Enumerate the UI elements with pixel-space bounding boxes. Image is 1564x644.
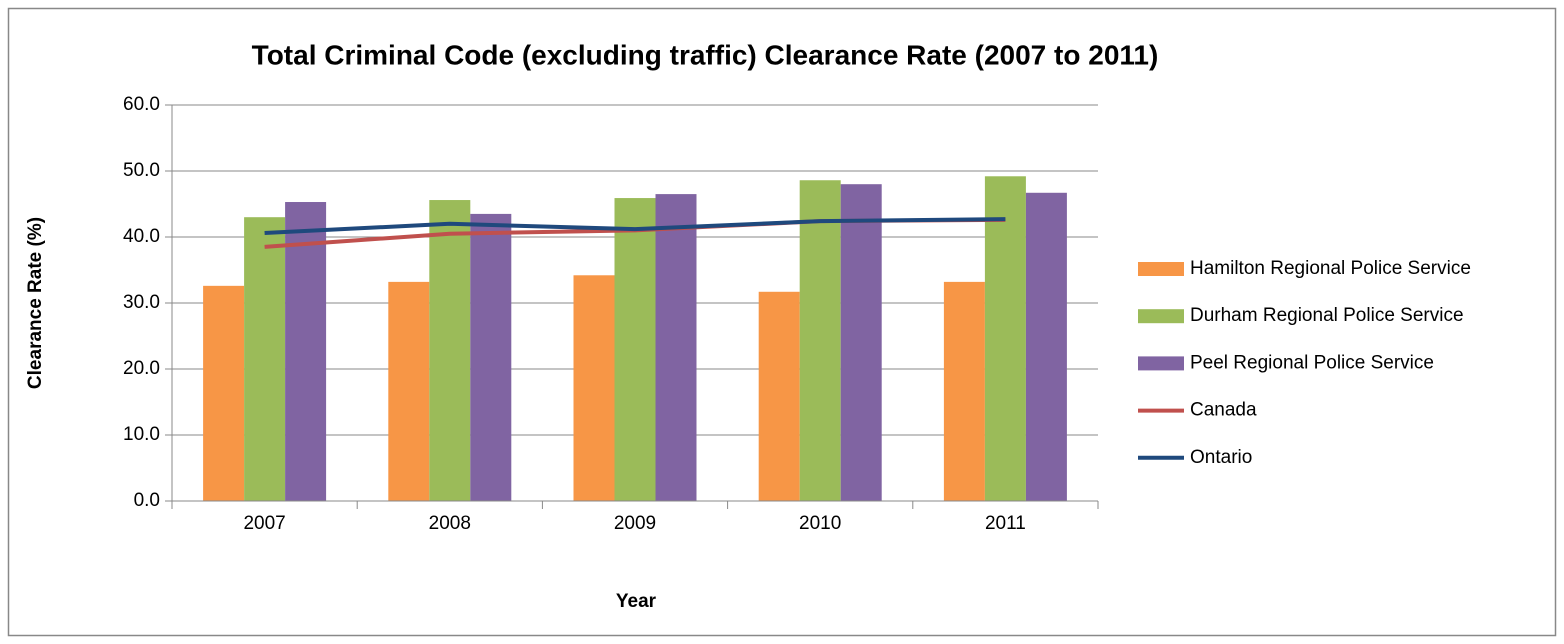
x-tick-label: 2009 xyxy=(614,513,656,534)
x-tick-label: 2011 xyxy=(985,513,1026,534)
bar xyxy=(984,176,1026,501)
y-tick-label: 50.0 xyxy=(123,160,160,181)
bar xyxy=(244,217,286,501)
legend-label: Hamilton Regional Police Service xyxy=(1190,258,1471,279)
x-axis-label: Year xyxy=(616,591,657,612)
x-tick-label: 2008 xyxy=(429,513,471,534)
y-tick-label: 20.0 xyxy=(123,358,160,379)
bar xyxy=(470,213,512,501)
bar xyxy=(614,198,656,501)
bar xyxy=(840,184,882,501)
y-tick-label: 60.0 xyxy=(123,94,160,115)
chart-title: Total Criminal Code (excluding traffic) … xyxy=(252,39,1159,70)
bar xyxy=(203,285,245,501)
y-tick-label: 10.0 xyxy=(123,424,160,445)
legend-label: Durham Regional Police Service xyxy=(1190,305,1464,326)
legend-swatch xyxy=(1138,262,1184,276)
legend-label: Peel Regional Police Service xyxy=(1190,352,1434,373)
y-axis-label: Clearance Rate (%) xyxy=(25,217,46,389)
bar xyxy=(285,202,327,501)
legend-swatch xyxy=(1138,309,1184,324)
bar xyxy=(388,281,430,501)
x-tick-label: 2007 xyxy=(243,513,285,534)
bar xyxy=(573,275,615,501)
bar xyxy=(758,291,800,501)
legend-label: Ontario xyxy=(1190,447,1252,468)
y-tick-label: 0.0 xyxy=(134,490,160,511)
y-tick-label: 30.0 xyxy=(123,292,160,313)
bar xyxy=(799,180,841,502)
legend-swatch xyxy=(1138,356,1184,371)
bar xyxy=(1025,192,1067,501)
x-tick-label: 2010 xyxy=(799,513,841,534)
legend-label: Canada xyxy=(1190,400,1257,421)
y-tick-label: 40.0 xyxy=(123,226,160,247)
line-series xyxy=(264,217,1006,236)
bar xyxy=(429,200,471,502)
bar xyxy=(943,281,985,501)
bar xyxy=(655,194,697,501)
